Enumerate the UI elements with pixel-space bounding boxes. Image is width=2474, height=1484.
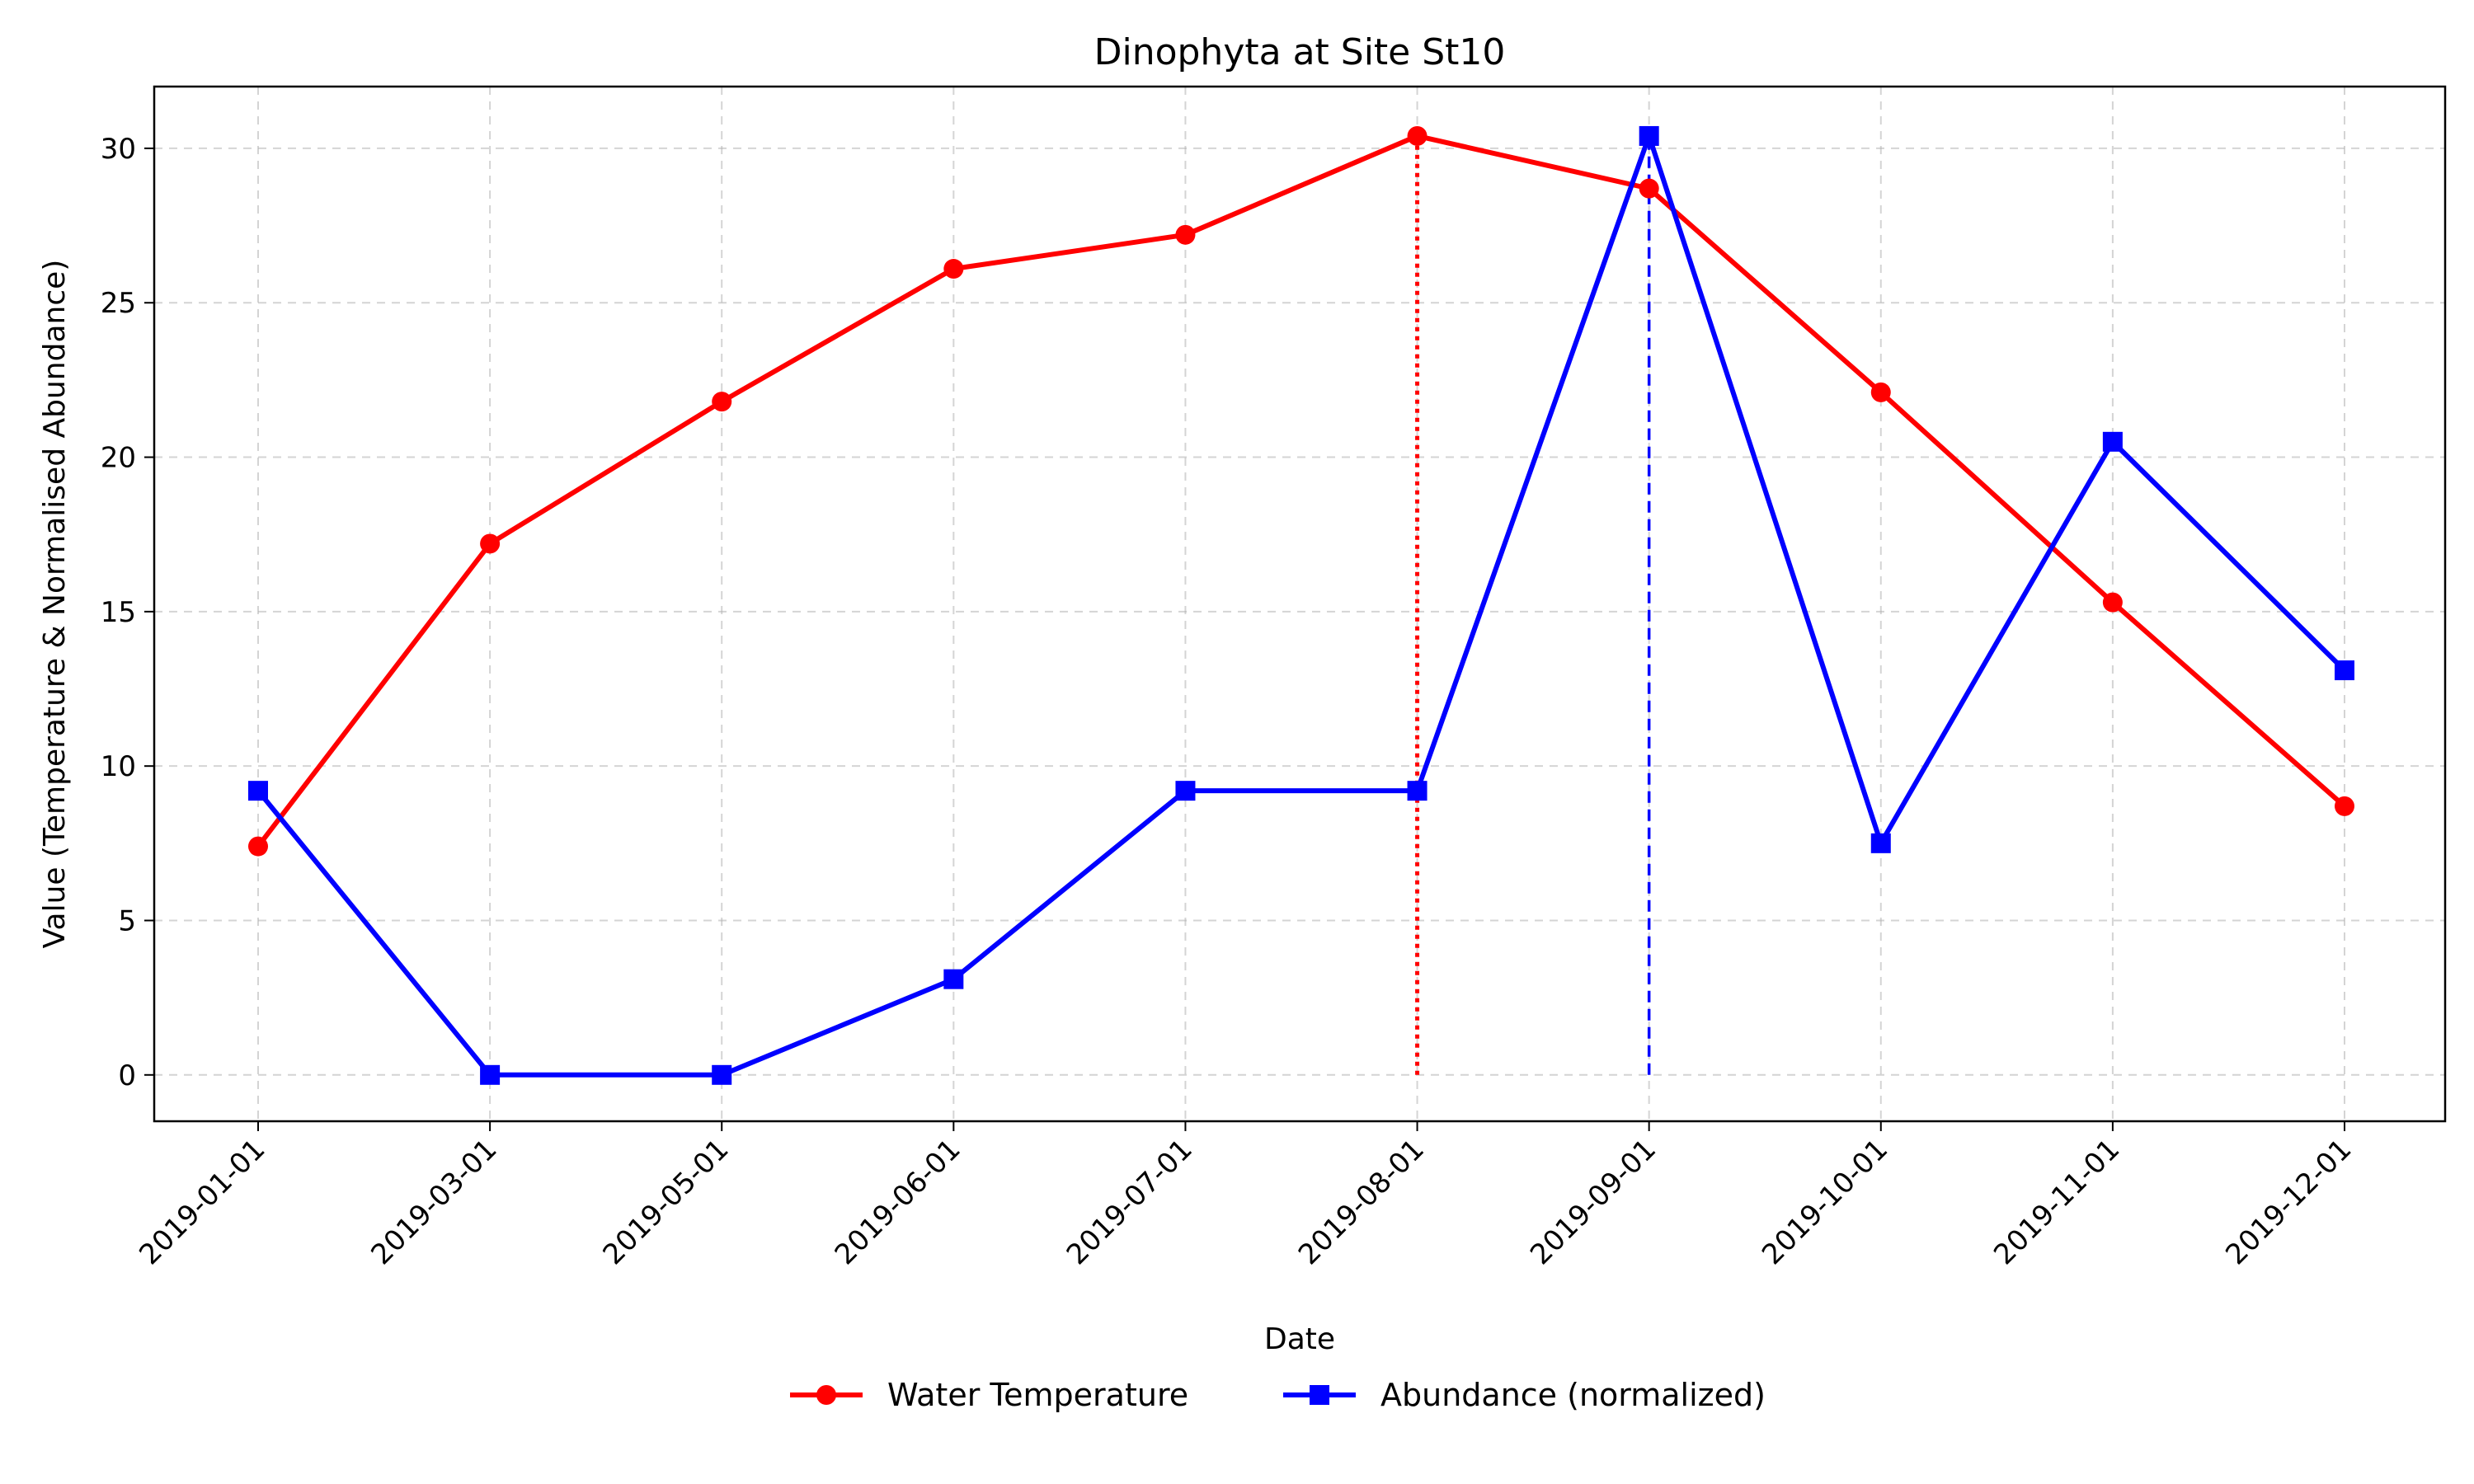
legend-label: Water Temperature <box>887 1377 1188 1413</box>
legend: Water Temperature Abundance (normalized) <box>790 1377 1766 1413</box>
data-point <box>248 781 268 801</box>
data-point <box>480 533 501 554</box>
legend-label: Abundance (normalized) <box>1380 1377 1766 1413</box>
data-point <box>943 259 964 279</box>
legend-marker <box>816 1385 836 1405</box>
legend-entry: Water Temperature <box>790 1377 1188 1413</box>
data-point <box>248 836 268 857</box>
y-axis-label: Value (Temperature & Normalised Abundanc… <box>38 260 72 949</box>
data-point <box>1639 178 1659 199</box>
y-tick-label: 30 <box>101 133 136 166</box>
data-point <box>712 392 732 412</box>
series <box>248 125 2354 1085</box>
data-point <box>1407 781 1427 801</box>
data-point <box>1870 382 1891 402</box>
data-point <box>1407 125 1427 146</box>
legend-marker <box>1310 1385 1329 1405</box>
y-tick-label: 20 <box>101 442 136 475</box>
grid <box>154 87 2445 1121</box>
legend-entry: Abundance (normalized) <box>1283 1377 1766 1413</box>
y-tick-label: 15 <box>101 596 136 629</box>
y-tick-label: 10 <box>101 750 136 783</box>
series-line-1 <box>256 133 2347 1078</box>
data-point <box>943 969 964 989</box>
chart-title: Dinophyta at Site St10 <box>1094 31 1506 73</box>
data-point <box>2335 660 2354 681</box>
plot-area-frame <box>153 85 2447 1123</box>
data-point <box>712 1064 732 1085</box>
data-point <box>480 1064 501 1085</box>
data-point <box>2102 592 2123 613</box>
x-axis-label: Date <box>1264 1322 1335 1356</box>
data-point <box>1175 781 1196 801</box>
series-line-0 <box>256 133 2346 848</box>
y-tick-label: 25 <box>101 287 136 320</box>
data-point <box>2335 796 2354 816</box>
data-point <box>1870 833 1891 853</box>
reference-lines <box>1415 135 1651 1075</box>
data-point <box>1639 125 1659 146</box>
y-tick-label: 0 <box>118 1059 136 1092</box>
data-point <box>1175 224 1196 245</box>
data-point <box>2102 431 2123 452</box>
y-tick-label: 5 <box>118 904 136 937</box>
